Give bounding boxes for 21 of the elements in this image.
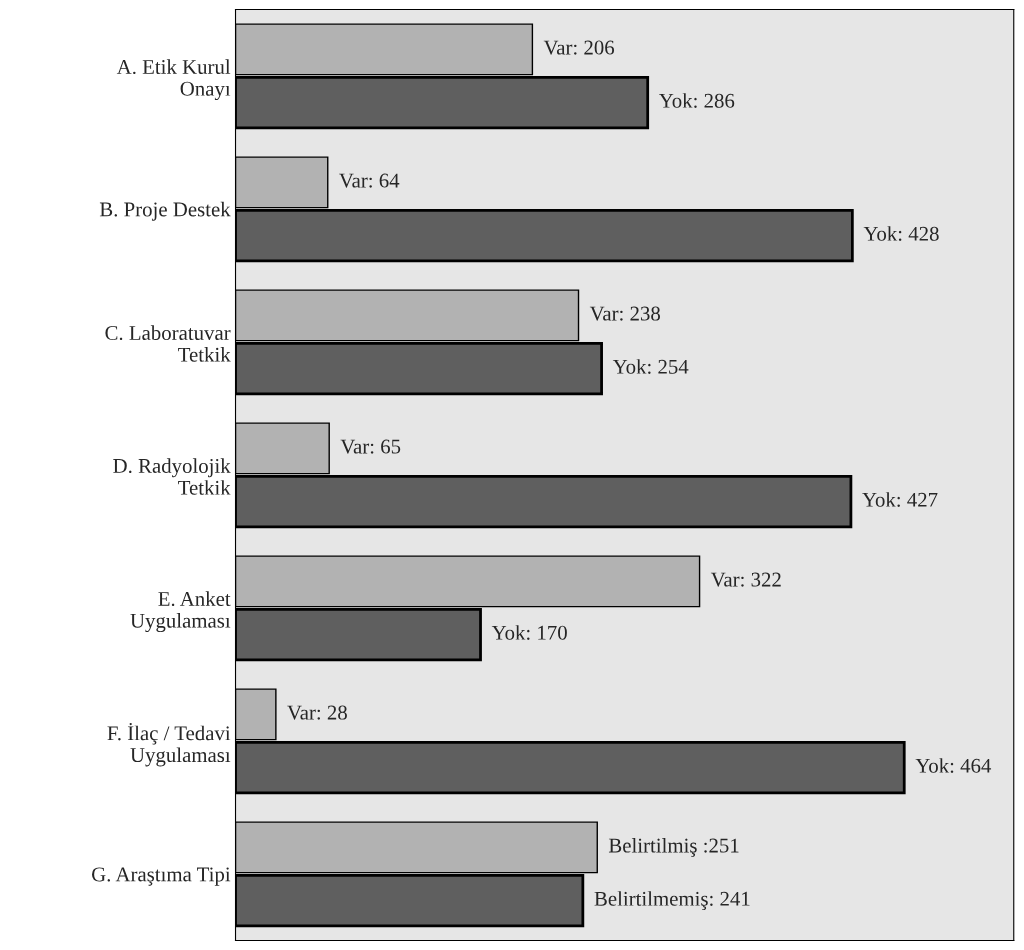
data-label: Var: 65 [340,439,401,454]
y-tick-label: C. Laboratuvar Tetkik [105,325,231,362]
y-tick-label: A. Etik Kurul Onayı [116,59,231,101]
data-label: Yok: 170 [491,625,567,640]
y-tick-label: G. Araştıma Tipi [92,867,231,886]
y-tick-label: E. Anket Uygulaması [130,591,231,633]
data-label: Yok: 254 [612,359,689,374]
data-label: Var: 28 [287,705,347,720]
data-label: Yok: 286 [659,93,735,108]
y-tick-label: F. İlaç / Tedavi Uygulaması [107,722,231,767]
data-label: Yok: 428 [863,226,939,241]
data-label: Yok: 427 [862,492,938,507]
data-label: Var: 322 [710,572,781,587]
y-tick-label: B. Proje Destek [99,201,231,221]
data-label: Belirtilmemiş: 241 [594,891,750,911]
data-label: Yok: 464 [915,758,992,773]
data-label: Belirtilmiş :251 [608,837,739,857]
data-label: Var: 238 [589,306,660,321]
data-label: Var: 206 [543,40,615,55]
y-tick-label: D. Radyolojik Tetkik [113,458,231,495]
data-label: Var: 64 [339,173,400,188]
